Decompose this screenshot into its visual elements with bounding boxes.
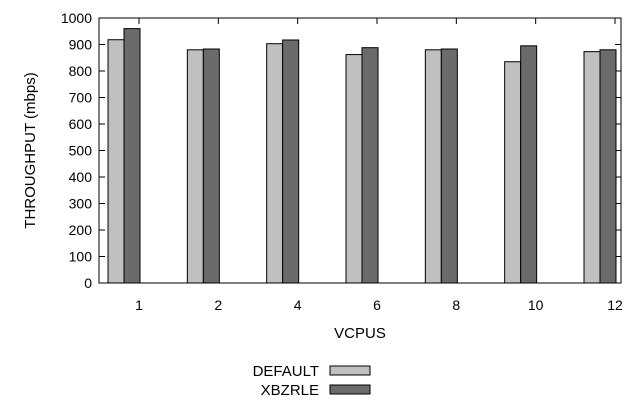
bar-default-2 <box>186 49 204 284</box>
y-tick-label: 1000 <box>61 10 92 26</box>
bars <box>107 28 617 284</box>
y-tick-label: 200 <box>69 222 93 238</box>
x-tick-label: 8 <box>452 297 460 313</box>
x-tick-label: 2 <box>214 297 222 313</box>
y-ticks: 0 100 200 300 400 500 600 700 800 900 1000 <box>61 10 621 291</box>
bar-xbzrle-6 <box>361 47 379 284</box>
legend-swatch-default <box>329 365 371 376</box>
bar-xbzrle-1 <box>123 28 141 284</box>
y-tick-label: 0 <box>84 275 92 291</box>
bar-default-6 <box>345 54 363 284</box>
y-tick-label: 300 <box>69 196 93 212</box>
y-tick-label: 900 <box>69 37 93 53</box>
bar-default-8 <box>424 49 442 284</box>
bar-xbzrle-10 <box>520 45 538 284</box>
x-tick-label: 12 <box>607 297 623 313</box>
y-axis-title: THROUGHPUT (mbps) <box>22 72 39 228</box>
bar-xbzrle-2 <box>202 48 220 284</box>
bar-default-12 <box>583 51 601 284</box>
bar-xbzrle-8 <box>440 48 458 284</box>
bar-default-4 <box>266 43 284 284</box>
bar-xbzrle-4 <box>282 39 300 284</box>
bar-xbzrle-12 <box>599 49 617 284</box>
legend-swatch-xbzrle <box>329 384 371 395</box>
x-tick-label: 1 <box>135 297 143 313</box>
x-tick-label: 4 <box>294 297 302 313</box>
y-tick-label: 400 <box>69 169 93 185</box>
plot-frame <box>98 17 622 284</box>
x-tick-label: 10 <box>528 297 544 313</box>
y-tick-label: 500 <box>69 143 93 159</box>
legend-label: XBZRLE <box>261 382 319 399</box>
legend-label: DEFAULT <box>253 363 319 380</box>
y-tick-label: 800 <box>69 63 93 79</box>
y-tick-label: 700 <box>69 90 93 106</box>
legend: DEFAULT XBZRLE <box>253 363 371 399</box>
bar-default-10 <box>504 61 522 284</box>
x-axis-title: VCPUS <box>334 325 386 342</box>
x-ticks: 1 2 4 6 8 10 12 <box>135 18 623 313</box>
bar-default-1 <box>107 39 125 284</box>
y-tick-label: 100 <box>69 249 93 265</box>
x-tick-label: 6 <box>373 297 381 313</box>
y-tick-label: 600 <box>69 116 93 132</box>
